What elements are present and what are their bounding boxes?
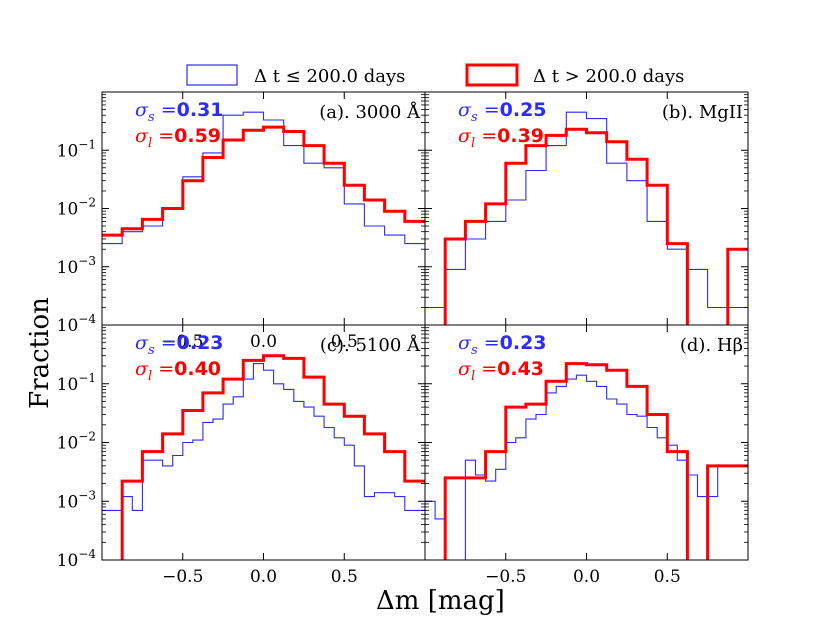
panel-b-sigma-l: σl =0.39 — [458, 125, 544, 151]
panel-c-ytick-label: 10−4 — [57, 547, 97, 571]
panel-a-sigma-l-sub: l — [148, 136, 152, 151]
panel-c-long-histogram — [120, 354, 425, 560]
legend-short-label: Δ t ≤ 200.0 days — [254, 66, 405, 87]
panel-b-sigma-l-eq: = — [475, 125, 497, 147]
panel-d-sigma-s-eq: = — [478, 332, 500, 354]
panel-a-ytick-label: 10−1 — [57, 137, 96, 161]
panel-d-sigma-l-sym: σ — [458, 358, 472, 380]
legend-short-swatch — [186, 64, 238, 86]
panel-c-sigma-s: σs =0.23 — [135, 332, 224, 358]
panel-d-xtick-label: 0.0 — [573, 567, 600, 587]
panel-c-ytick-label-exponent: −2 — [78, 430, 96, 444]
panel-a-long-histogram — [102, 125, 425, 237]
panel-d-sigma-s-sym: σ — [458, 332, 472, 354]
panel-b-frame — [424, 91, 749, 326]
panel-a-ytick-label-exponent: −1 — [78, 137, 96, 151]
panel-d-short-histogram — [425, 374, 748, 560]
panel-a-sigma-l: σl =0.59 — [135, 125, 221, 151]
panel-b-sigma-s-sym: σ — [458, 99, 472, 121]
panel-d-sigma-s-sub: s — [471, 343, 478, 358]
panel-d-xtick-label: 0.5 — [654, 567, 681, 587]
panel-b-sigma-s-val: 0.25 — [500, 99, 547, 121]
panel-c-ytick-label: 10−1 — [57, 371, 96, 395]
panel-b-title: (b). MgII — [662, 102, 743, 123]
panel-c-sigma-l: σl =0.40 — [135, 358, 221, 384]
panel-a-ytick-label: 10−3 — [57, 254, 96, 278]
panel-a-xtick-label: −0.5 — [162, 332, 203, 352]
panel-a-sigma-l-sym: σ — [135, 125, 149, 147]
panel-c-ytick-label-exponent: −3 — [78, 488, 96, 502]
legend: Δ t ≤ 200.0 days Δ t > 200.0 days — [186, 63, 684, 87]
panel-d-sigma-l-sub: l — [471, 369, 475, 384]
panel-c-ytick-label-base: 10 — [57, 375, 79, 395]
panel-c-sigma-l-eq: = — [152, 358, 174, 380]
panel-c-sigma-l-val: 0.40 — [174, 358, 221, 380]
panel-d-sigma-l-eq: = — [475, 358, 497, 380]
panel-a-ytick-label-exponent: −3 — [78, 254, 96, 268]
panel-b-sigma-s: σs =0.25 — [458, 99, 547, 125]
panel-d-xtick-label: −0.5 — [485, 567, 526, 587]
panel-c-sigma-s-sub: s — [148, 343, 155, 358]
panel-a-sigma-s-sym: σ — [135, 99, 149, 121]
panel-c-xtick-label: 0.0 — [250, 567, 277, 587]
panel-c-ytick-label-base: 10 — [57, 492, 79, 512]
panel-a-ytick-label-base: 10 — [57, 141, 79, 161]
panel-c-xtick-label: −0.5 — [162, 567, 203, 587]
panel-a-ytick-label-exponent: −4 — [78, 312, 96, 326]
panel-b-sigma-s-sub: s — [471, 110, 478, 125]
panel-d-frame — [424, 324, 749, 561]
panel-a-ytick-label-base: 10 — [57, 258, 79, 278]
panel-c-sigma-l-sub: l — [148, 369, 152, 384]
panel-c-sigma-s-sym: σ — [135, 332, 149, 354]
panel-d-long-histogram — [443, 362, 748, 560]
panel-d-sigma-s-val: 0.23 — [500, 332, 547, 354]
panel-b-sigma-l-sym: σ — [458, 125, 472, 147]
x-axis-title: Δm [mag] — [376, 586, 505, 616]
panel-c-xtick-label: 0.5 — [331, 567, 358, 587]
panel-c-ytick-label-base: 10 — [57, 551, 79, 571]
panel-c-sigma-s-val: 0.23 — [177, 332, 224, 354]
panel-c-short-histogram — [102, 363, 425, 511]
panel-a-ytick-label: 10−4 — [57, 312, 97, 336]
legend-long-swatch — [465, 63, 519, 87]
panel-c-ytick-label-exponent: −1 — [78, 371, 96, 385]
panel-d-sigma-l-val: 0.43 — [497, 358, 544, 380]
panel-a-ytick-label-exponent: −2 — [78, 196, 96, 210]
panels: 10−410−310−210−1−0.5 0.0 0.5(a). 3000 Åσs … — [57, 91, 749, 587]
panel-a-title: (a). 3000 Å — [319, 101, 421, 123]
panel-b-sigma-s-eq: = — [478, 99, 500, 121]
panel-a-sigma-s-sub: s — [148, 110, 155, 125]
panel-b-sigma-l-sub: l — [471, 136, 475, 151]
panel-b-long-histogram — [443, 127, 748, 325]
panel-a-xtick-label: 0.5 — [331, 332, 358, 352]
panel-c-ytick-label: 10−2 — [57, 430, 96, 454]
panel-c-ytick-label-base: 10 — [57, 434, 79, 454]
y-axis-title: Fraction — [25, 297, 55, 409]
panel-d-sigma-l: σl =0.43 — [458, 358, 544, 384]
panel-c-sigma-l-sym: σ — [135, 358, 149, 380]
panel-c-title: (c). 5100 Å — [320, 334, 421, 356]
panel-c: 10−410−310−210−1−0.5 0.0 0.5(c). 5100 Åσs … — [57, 324, 426, 587]
panel-c-ytick-label-exponent: −4 — [78, 547, 96, 561]
panel-a-sigma-l-eq: = — [152, 125, 174, 147]
panel-a-ytick-label: 10−2 — [57, 196, 96, 220]
panel-a-sigma-s-val: 0.31 — [177, 99, 224, 121]
panel-b-sigma-l-val: 0.39 — [497, 125, 544, 147]
panel-d-title: (d). Hβ — [680, 335, 743, 356]
legend-long-label: Δ t > 200.0 days — [533, 66, 684, 87]
panel-a-ytick-label-base: 10 — [57, 316, 79, 336]
panel-a-ytick-label-base: 10 — [57, 200, 79, 220]
panel-c-ytick-label: 10−3 — [57, 488, 96, 512]
panel-c-sigma-s-eq: = — [155, 332, 177, 354]
panel-a-sigma-l-val: 0.59 — [174, 125, 221, 147]
panel-a-sigma-s-eq: = — [155, 99, 177, 121]
panel-a-short-histogram — [102, 111, 425, 245]
panel-a-sigma-s: σs =0.31 — [135, 99, 224, 125]
panel-d-sigma-s: σs =0.23 — [458, 332, 547, 358]
panel-a-xtick-label: 0.0 — [250, 332, 277, 352]
panel-a: 10−410−310−210−1−0.5 0.0 0.5(a). 3000 Åσs … — [57, 91, 426, 352]
